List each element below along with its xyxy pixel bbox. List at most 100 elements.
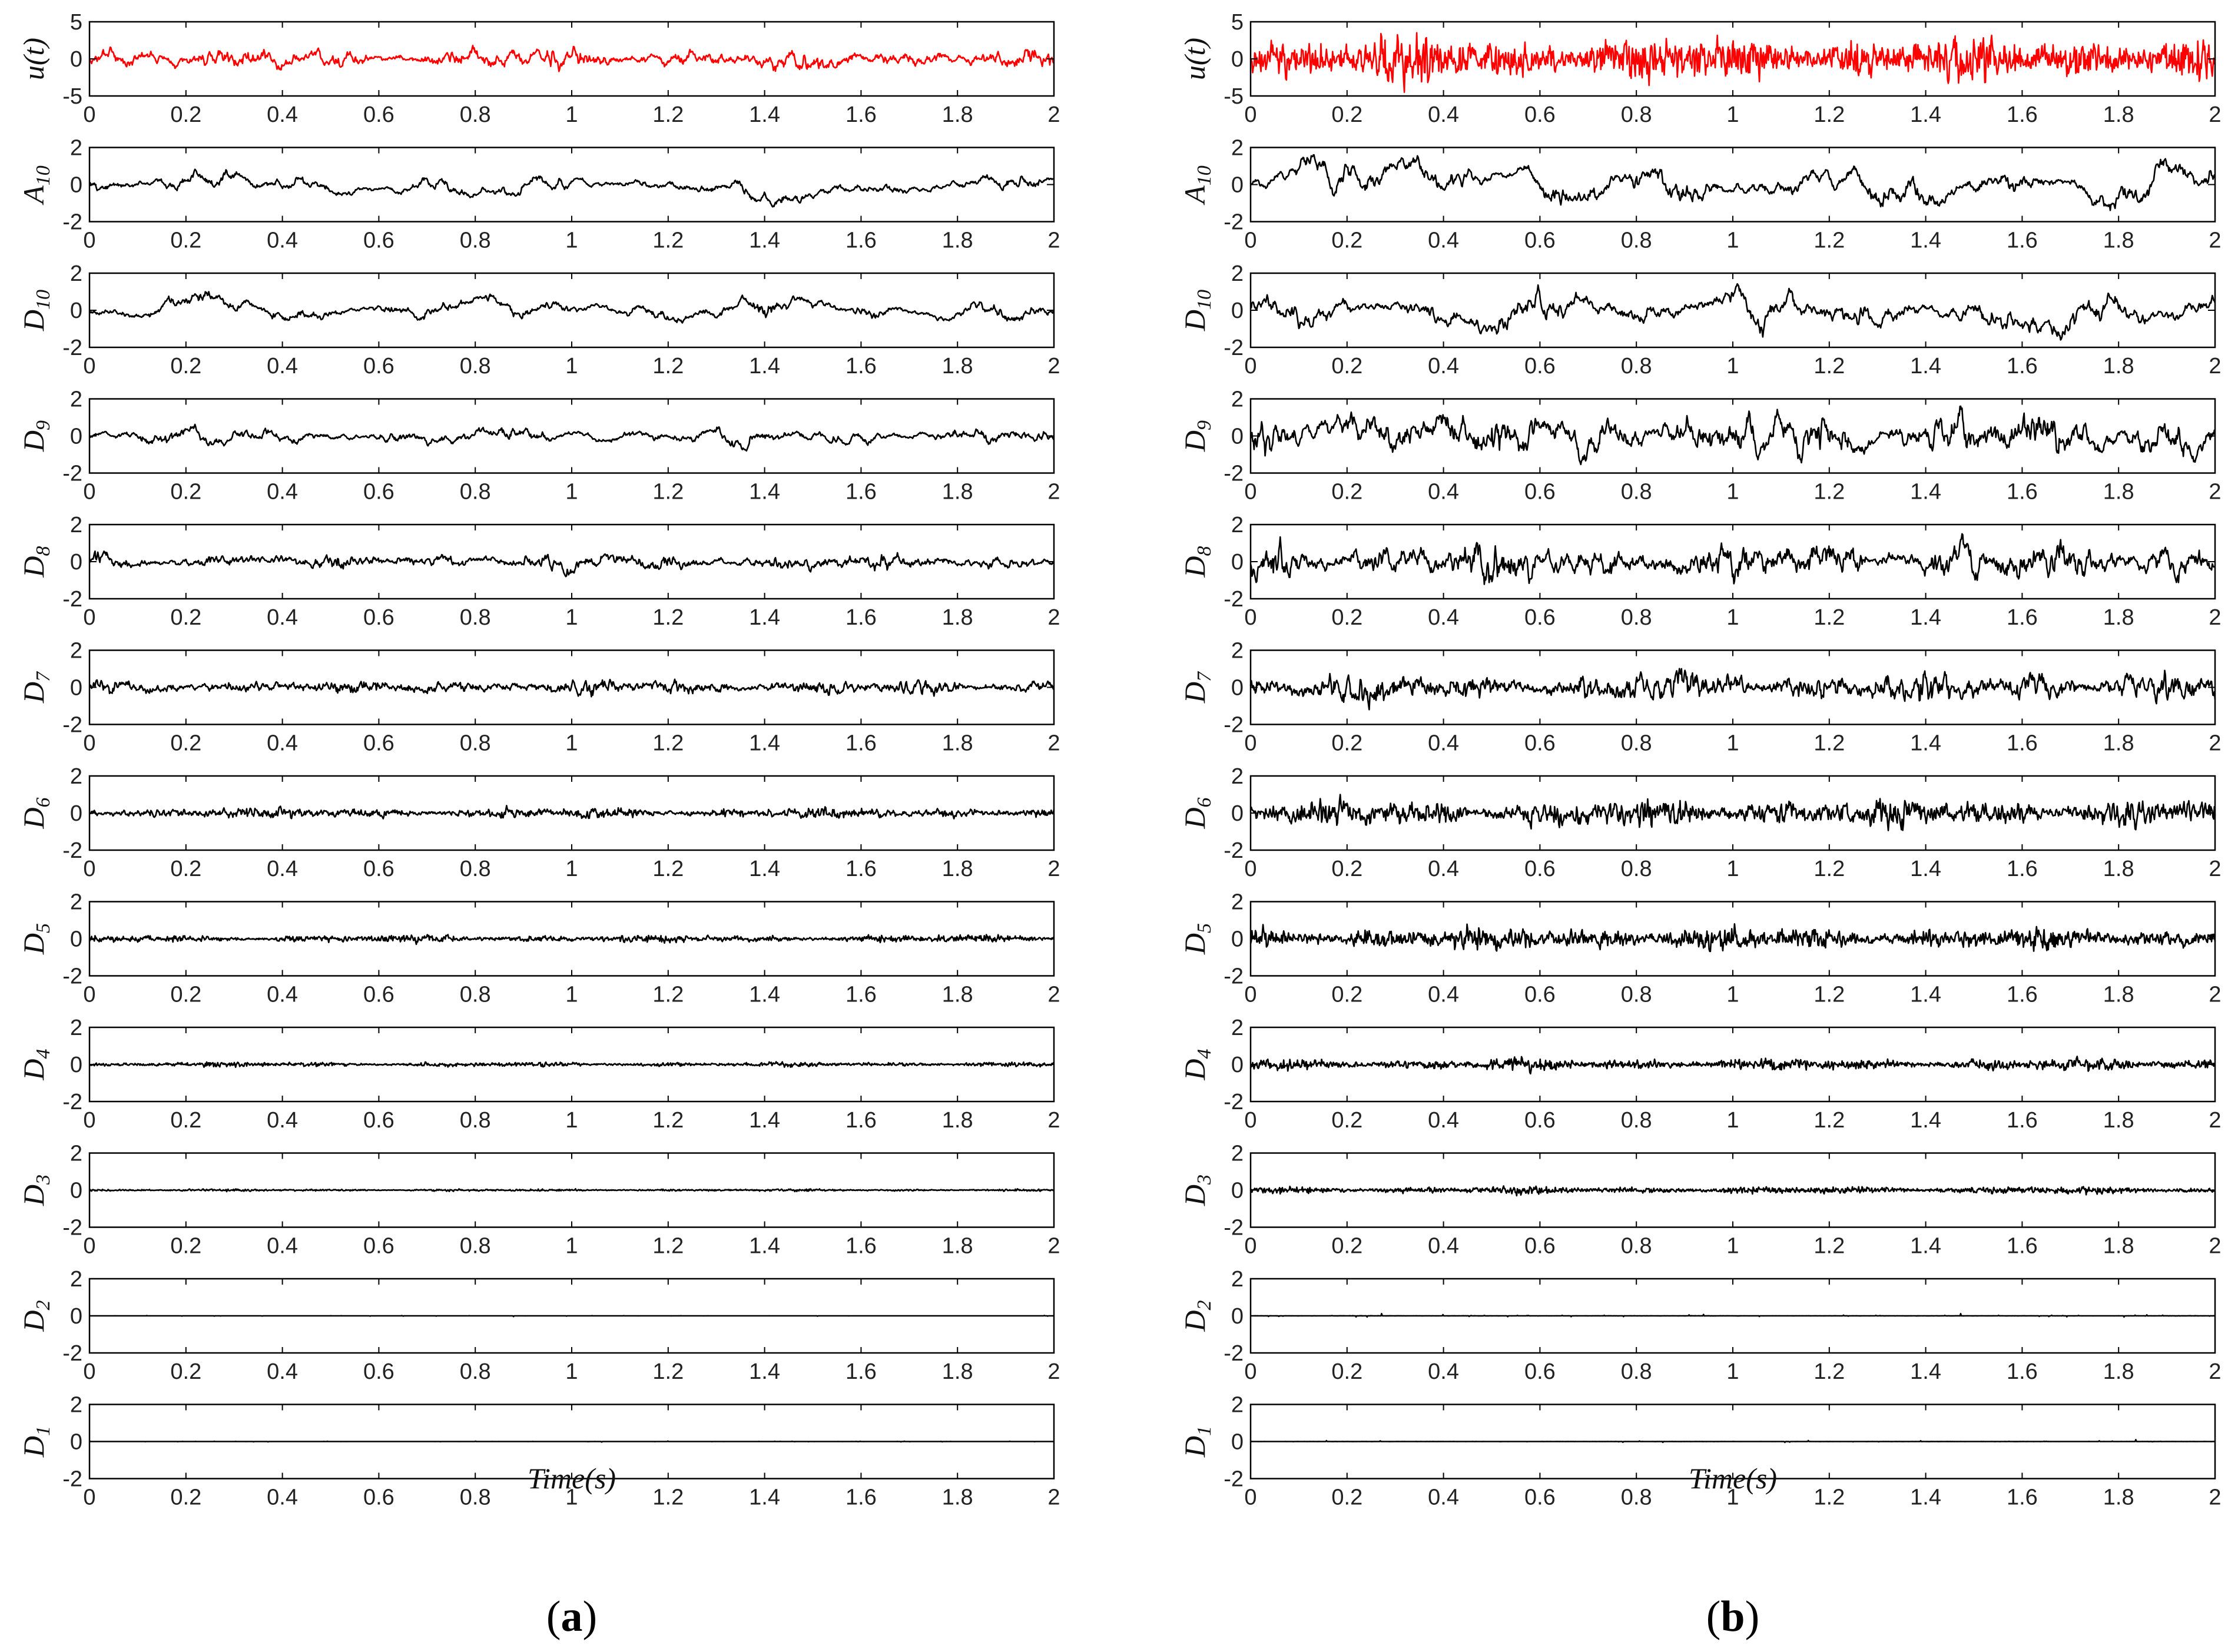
x-tick-label: 0.6 xyxy=(1524,228,1556,253)
y-tick-label: -2 xyxy=(1224,838,1244,863)
x-tick-label: 1.2 xyxy=(1813,1485,1845,1510)
y-axis-label-main: D xyxy=(1178,1310,1211,1332)
y-axis-label-subscript: 9 xyxy=(32,420,54,430)
x-tick-label: 1.2 xyxy=(652,1108,684,1133)
x-tick-label: 0 xyxy=(83,1108,95,1133)
x-tick-label: 0.4 xyxy=(1428,480,1459,505)
x-tick-label: 1.6 xyxy=(846,480,877,505)
series-line-d3 xyxy=(1249,1185,2216,1197)
y-axis-label: D5 xyxy=(17,923,54,955)
series-line-d9 xyxy=(1250,405,2216,466)
x-tick-label: 1.2 xyxy=(1813,1108,1845,1133)
x-tick-label: 1 xyxy=(1726,228,1739,253)
x-tick-label: 2 xyxy=(2209,983,2221,1007)
x-tick-label: 1.2 xyxy=(1813,228,1845,253)
x-tick-label: 1.8 xyxy=(942,857,973,881)
x-tick-label: 1 xyxy=(565,1359,578,1384)
x-tick-label: 0.4 xyxy=(1428,102,1459,127)
y-tick-label: 2 xyxy=(1231,764,1244,789)
x-tick-label: 0.8 xyxy=(1621,1108,1652,1133)
y-axis-label: D9 xyxy=(17,420,54,452)
y-axis-label: D6 xyxy=(1178,797,1215,829)
x-tick-label: 1.6 xyxy=(846,857,877,881)
y-axis-label-main: D xyxy=(17,933,50,955)
x-tick-label: 0.2 xyxy=(170,857,201,881)
x-tick-label: 1 xyxy=(1726,731,1739,756)
x-tick-label: 2 xyxy=(2209,102,2221,127)
x-tick-label: 0.2 xyxy=(1331,354,1362,379)
x-tick-label: 1.6 xyxy=(846,354,877,379)
y-axis-label-subscript: 8 xyxy=(32,546,54,556)
y-axis-label-main: D xyxy=(17,1185,50,1206)
y-axis-label-subscript: 5 xyxy=(32,923,54,933)
y-axis-label-main: D xyxy=(17,1059,50,1080)
x-tick-label: 0.6 xyxy=(363,354,394,379)
y-tick-label: -2 xyxy=(62,964,82,989)
y-axis-label-subscript: 6 xyxy=(1193,797,1215,807)
y-tick-label: -2 xyxy=(1224,1341,1244,1366)
x-tick-label: 1.6 xyxy=(2007,983,2038,1007)
y-axis-label-main: D xyxy=(17,310,50,331)
y-tick-label: 0 xyxy=(70,173,82,198)
y-tick-label: -2 xyxy=(62,336,82,360)
series-line-d1 xyxy=(89,1440,1055,1443)
y-axis-label: D3 xyxy=(1178,1175,1215,1206)
y-tick-label: 2 xyxy=(1231,1142,1244,1166)
series-line-d4 xyxy=(89,1061,1055,1068)
x-tick-label: 0.2 xyxy=(170,1359,201,1384)
x-tick-label: 1.6 xyxy=(846,1108,877,1133)
x-tick-label: 0.4 xyxy=(1428,857,1459,881)
x-tick-label: 2 xyxy=(2209,1359,2221,1384)
x-tick-label: 0.6 xyxy=(363,983,394,1007)
series-line-d6 xyxy=(89,805,1055,820)
x-tick-label: 1.4 xyxy=(1910,1234,1941,1259)
y-axis-label-subscript: 7 xyxy=(32,671,54,682)
x-tick-label: 1.2 xyxy=(652,605,684,630)
y-axis-label-subscript: 3 xyxy=(1193,1175,1215,1185)
x-tick-label: 0.4 xyxy=(1428,1359,1459,1384)
x-tick-label: 1 xyxy=(565,228,578,253)
y-tick-label: 2 xyxy=(1231,1016,1244,1040)
y-axis-label: u(t) xyxy=(1178,38,1211,80)
x-tick-label: 1.2 xyxy=(1813,605,1845,630)
x-tick-label: 0.4 xyxy=(1428,1108,1459,1133)
x-tick-label: 0.6 xyxy=(363,857,394,881)
series-line-d7 xyxy=(1249,668,2216,711)
x-tick-label: 0.6 xyxy=(363,1485,394,1510)
series-line-d8 xyxy=(1249,533,2216,585)
series-line-d1 xyxy=(1250,1439,2216,1444)
y-tick-label: 5 xyxy=(70,10,82,35)
x-tick-label: 0.2 xyxy=(170,480,201,505)
x-tick-label: 1.8 xyxy=(2103,102,2134,127)
x-tick-label: 1.4 xyxy=(1910,605,1941,630)
series-line-d8 xyxy=(88,550,1055,578)
panel-caption-open: ( xyxy=(1706,1593,1721,1641)
y-axis-label: A10 xyxy=(17,165,54,205)
y-tick-label: 0 xyxy=(70,424,82,449)
y-tick-label: 2 xyxy=(70,890,82,915)
x-tick-label: 0.4 xyxy=(1428,983,1459,1007)
series-line-d7 xyxy=(88,678,1055,698)
y-tick-label: 0 xyxy=(70,1304,82,1329)
x-tick-label: 1.8 xyxy=(2103,1359,2134,1384)
y-tick-label: 0 xyxy=(1231,47,1244,72)
x-tick-label: 1 xyxy=(1726,1485,1739,1510)
y-axis-label-main: D xyxy=(17,682,50,704)
x-tick-label: 1.8 xyxy=(2103,1108,2134,1133)
x-tick-label: 0.6 xyxy=(1524,1234,1556,1259)
x-tick-label: 0.6 xyxy=(363,1108,394,1133)
y-axis-label-main: D xyxy=(1178,1185,1211,1206)
y-tick-label: 2 xyxy=(70,387,82,412)
axes-frame xyxy=(88,147,1055,223)
x-tick-label: 1.4 xyxy=(749,1359,780,1384)
x-tick-label: 0.2 xyxy=(1331,1485,1362,1510)
